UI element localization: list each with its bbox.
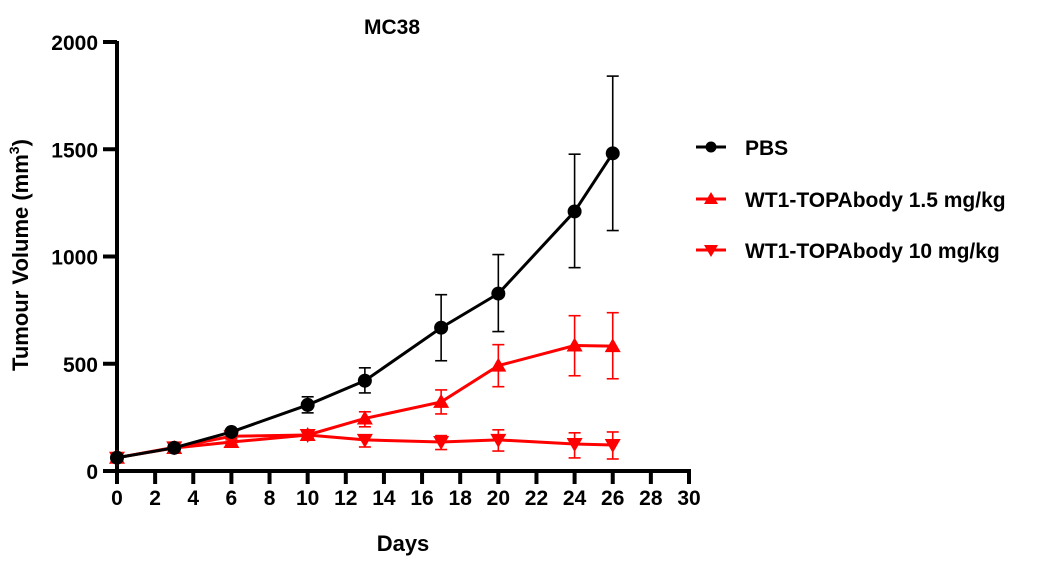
legend-label-topabody-10: WT1-TOPAbody 10 mg/kg [745, 240, 1000, 263]
x-tick-label: 0 [111, 487, 123, 510]
data-point [356, 410, 373, 425]
legend-item-pbs: PBS [696, 137, 788, 160]
data-point [434, 320, 449, 335]
x-tick-label: 20 [487, 487, 510, 510]
legend-item-topabody-1-5: WT1-TOPAbody 1.5 mg/kg [696, 189, 1006, 212]
x-tick-label: 12 [334, 487, 357, 510]
legend-triangle-down-icon [704, 245, 718, 257]
data-point [300, 397, 315, 412]
series-wt1-topabody-1-5-mg-kg [109, 311, 621, 464]
legend-triangle-up-icon [704, 192, 718, 204]
data-point [433, 436, 450, 451]
y-tick-label: 500 [63, 354, 98, 377]
x-tick-label: 30 [677, 487, 700, 510]
x-tick-label: 16 [410, 487, 433, 510]
legend: PBS WT1-TOPAbody 1.5 mg/kg WT1-TOPAbody … [696, 137, 1006, 263]
data-point [566, 337, 583, 352]
y-axis-title-superscript: 3 [6, 146, 22, 154]
y-tick-label: 1000 [51, 247, 98, 270]
chart-title: MC38 [364, 16, 420, 39]
data-point [110, 450, 124, 465]
data-point [356, 433, 373, 448]
data-point [433, 393, 450, 408]
data-point [604, 338, 621, 353]
x-tick-label: 10 [296, 487, 319, 510]
y-tick-label: 2000 [51, 32, 98, 55]
data-point [567, 204, 582, 219]
x-tick-label: 18 [449, 487, 473, 510]
data-point [490, 433, 507, 448]
data-point [167, 440, 182, 455]
y-axis-title-main: Tumour Volume (mm [8, 154, 33, 371]
y-axis-title-suffix: ) [8, 139, 33, 146]
y-tick-label: 1500 [51, 139, 98, 162]
x-tick-label: 8 [264, 487, 276, 510]
legend-label-topabody-1-5: WT1-TOPAbody 1.5 mg/kg [745, 189, 1006, 212]
y-tick-label: 0 [86, 461, 98, 484]
x-tick-label: 22 [525, 487, 548, 510]
data-point [566, 437, 583, 452]
data-point [299, 426, 316, 441]
data-point [224, 424, 239, 439]
data-point [490, 357, 507, 372]
data-point [605, 146, 620, 161]
y-ticks: 0 500 1000 1500 2000 [51, 32, 117, 484]
x-tick-label: 14 [372, 487, 396, 510]
legend-item-topabody-10: WT1-TOPAbody 10 mg/kg [696, 240, 1000, 263]
series-pbs [110, 75, 620, 465]
x-axis-title: Days [377, 531, 430, 556]
legend-circle-icon [705, 141, 717, 153]
x-tick-label: 2 [149, 487, 161, 510]
y-axis-title: Tumour Volume (mm3) [6, 139, 33, 371]
x-tick-label: 4 [187, 487, 199, 510]
x-tick-label: 28 [639, 487, 663, 510]
legend-label-pbs: PBS [745, 137, 788, 160]
data-point [604, 439, 621, 454]
x-ticks: 0 2 4 6 8 10 12 14 16 18 20 22 24 26 28 30 [111, 471, 701, 510]
axes [115, 41, 691, 473]
x-tick-label: 26 [601, 487, 624, 510]
x-tick-label: 24 [563, 487, 587, 510]
x-tick-label: 6 [226, 487, 238, 510]
data-point [223, 434, 240, 449]
data-point [491, 286, 506, 301]
plot-area [109, 75, 621, 466]
data-point [357, 373, 372, 388]
